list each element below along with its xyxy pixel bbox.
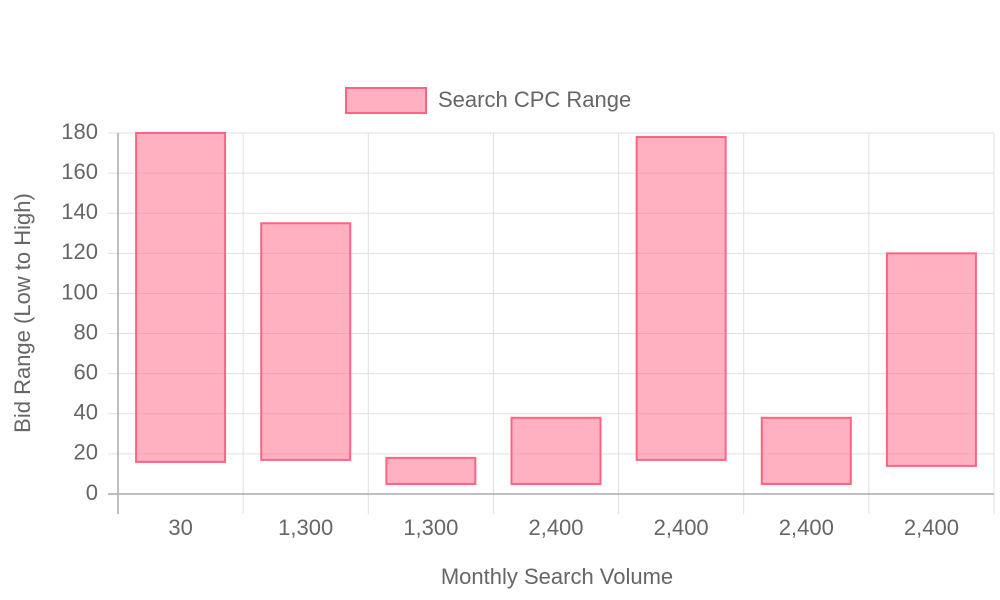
bar	[760, 416, 852, 485]
x-tick-label: 1,300	[278, 515, 333, 540]
y-tick-label: 100	[61, 279, 98, 304]
y-tick-label: 180	[61, 119, 98, 144]
x-tick-label: 30	[168, 515, 192, 540]
y-tick-label: 60	[74, 359, 98, 384]
bar	[510, 416, 602, 485]
y-tick-label: 80	[74, 319, 98, 344]
bar	[260, 222, 352, 461]
y-tick-label: 120	[61, 239, 98, 264]
y-tick-label: 160	[61, 159, 98, 184]
y-tick-label: 20	[74, 440, 98, 465]
legend-label: Search CPC Range	[438, 87, 631, 112]
bar	[135, 132, 227, 463]
y-tick-label: 140	[61, 199, 98, 224]
x-tick-label: 2,400	[528, 515, 583, 540]
legend-swatch	[345, 87, 427, 114]
x-tick-label: 1,300	[403, 515, 458, 540]
bar	[635, 136, 727, 461]
bar	[885, 252, 977, 467]
y-tick-label: 0	[86, 480, 98, 505]
bar	[385, 456, 477, 485]
y-axis-title: Bid Range (Low to High)	[10, 193, 35, 433]
x-tick-label: 2,400	[654, 515, 709, 540]
x-tick-label: 2,400	[779, 515, 834, 540]
x-tick-label: 2,400	[904, 515, 959, 540]
y-tick-label: 40	[74, 400, 98, 425]
x-axis-title: Monthly Search Volume	[441, 564, 673, 589]
